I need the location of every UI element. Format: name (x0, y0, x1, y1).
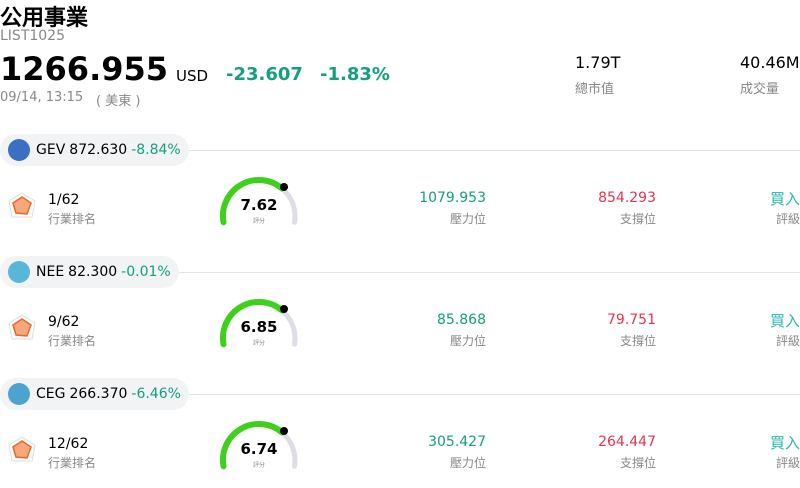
gauge (214, 296, 304, 352)
separator (189, 394, 800, 395)
stat-value: 1.79T (575, 53, 621, 72)
rating: 買入 (769, 190, 800, 208)
stat-value: 40.46M (740, 53, 800, 72)
separator (189, 150, 800, 151)
score-label: 評分 (252, 340, 265, 347)
stock-pill[interactable]: NEE 82.300 -0.01% (0, 256, 179, 288)
support-label: 支撐位 (619, 334, 656, 348)
rating: 買入 (769, 312, 800, 330)
resistance: 1079.953 (419, 190, 486, 206)
stock-price: 266.370 (69, 386, 128, 402)
resistance: 85.868 (437, 312, 486, 328)
support-label: 支撐位 (619, 456, 656, 470)
stock-ticker: GEV (36, 142, 66, 158)
time: 09/14, 13:15 (0, 90, 84, 105)
stock-pill[interactable]: CEG 266.370 -6.46% (0, 378, 189, 410)
gauge (214, 418, 304, 474)
score-label: 評分 (252, 462, 265, 469)
rating-label: 評級 (775, 212, 800, 226)
stock-price: 872.630 (69, 142, 128, 158)
rank-label: 行業排名 (48, 334, 97, 348)
rating-label: 評級 (775, 334, 800, 348)
stat-label: 總市值 (575, 82, 615, 97)
score: 6.85 (240, 318, 278, 336)
radar-icon (8, 314, 36, 342)
rank: 9/62 (48, 314, 80, 330)
price: 1266.955 (0, 50, 169, 88)
radar-icon-svg (8, 314, 36, 340)
radar-icon-svg (8, 192, 36, 218)
separator (179, 272, 800, 273)
stock-logo (8, 139, 30, 161)
resistance-label: 壓力位 (449, 456, 486, 470)
resistance-label: 壓力位 (449, 212, 486, 226)
support: 854.293 (598, 190, 656, 206)
gauge-svg (219, 420, 298, 470)
title: 公用事業 (0, 6, 89, 31)
rank: 1/62 (48, 192, 80, 208)
gauge-svg (219, 176, 298, 226)
stock-price: 82.300 (68, 264, 118, 280)
resistance: 305.427 (428, 434, 486, 450)
stock-logo (8, 261, 30, 283)
stock-change: -6.46% (131, 386, 181, 402)
rating: 買入 (769, 434, 800, 452)
score: 7.62 (240, 196, 278, 214)
change: -23.607 (226, 64, 303, 85)
score-label: 評分 (252, 218, 265, 225)
rank-label: 行業排名 (48, 456, 97, 470)
radar-icon (8, 192, 36, 220)
rank-label: 行業排名 (48, 212, 97, 226)
stock-change: -8.84% (131, 142, 181, 158)
score: 6.74 (240, 440, 278, 458)
stock-ticker: CEG (36, 386, 66, 402)
support: 264.447 (598, 434, 656, 450)
radar-icon (8, 436, 36, 464)
support: 79.751 (607, 312, 656, 328)
stock-pill[interactable]: GEV 872.630 -8.84% (0, 134, 189, 166)
stat-label: 成交量 (740, 82, 780, 97)
change-pct: -1.83% (320, 64, 390, 85)
stock-change: -0.01% (121, 264, 171, 280)
rank: 12/62 (48, 436, 89, 452)
stock-logo (8, 383, 30, 405)
gauge-svg (219, 298, 298, 348)
code: LIST1025 (0, 28, 65, 44)
support-label: 支撐位 (619, 212, 656, 226)
timezone: ( 美東 ) (96, 94, 141, 109)
resistance-label: 壓力位 (449, 334, 486, 348)
radar-icon-svg (8, 436, 36, 462)
stock-ticker: NEE (36, 264, 65, 280)
rating-label: 評級 (775, 456, 800, 470)
currency: USD (176, 67, 209, 85)
gauge (214, 174, 304, 230)
